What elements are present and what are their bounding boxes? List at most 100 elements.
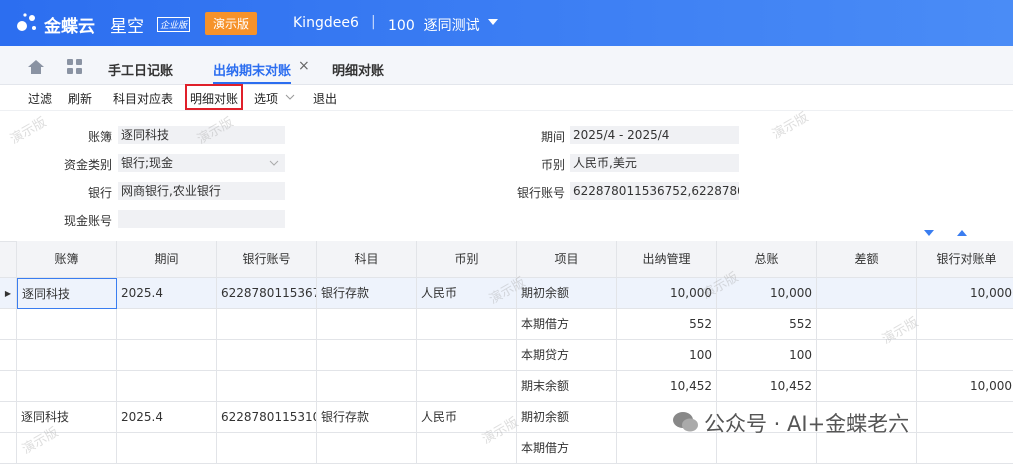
table-cell[interactable]: 本期贷方 — [517, 340, 617, 371]
table-cell[interactable] — [917, 402, 1013, 433]
table-cell[interactable]: 人民币 — [417, 278, 517, 309]
tab-close[interactable]: × — [298, 58, 310, 74]
table-cell[interactable]: 2025.4 — [117, 278, 217, 309]
table-cell[interactable]: 银行存款 — [317, 402, 417, 433]
table-cell[interactable]: 100 — [717, 340, 817, 371]
form-label: 银行账号 — [516, 186, 565, 200]
column-header[interactable]: 账簿 — [17, 241, 117, 278]
table-cell[interactable] — [317, 433, 417, 464]
table-cell[interactable] — [417, 371, 517, 402]
table-cell[interactable]: 10,452 — [717, 371, 817, 402]
form-field[interactable]: 2025/4 - 2025/4 — [570, 126, 739, 144]
table-cell[interactable] — [117, 309, 217, 340]
table-cell[interactable]: 10,000 — [717, 278, 817, 309]
demo-button[interactable]: 演示版 — [205, 12, 258, 35]
table-cell[interactable] — [817, 402, 917, 433]
table-cell[interactable]: 552 — [717, 309, 817, 340]
table-cell[interactable]: 期初余额 — [517, 402, 617, 433]
table-cell[interactable] — [217, 371, 317, 402]
row-indicator — [0, 371, 17, 402]
table-cell[interactable]: 10,000 — [917, 278, 1013, 309]
table-cell[interactable]: 10,452 — [617, 371, 717, 402]
toolbar-button[interactable]: 刷新 — [68, 92, 93, 106]
toolbar-button[interactable]: 选项 — [254, 92, 279, 106]
row-indicator-header — [0, 241, 17, 278]
home-icon[interactable] — [27, 59, 45, 75]
selected-row — [0, 278, 1013, 309]
toolbar-button[interactable]: 明细对账 — [190, 92, 239, 106]
table-cell[interactable]: 逐同科技 — [17, 278, 117, 309]
form-label: 资金类别 — [63, 158, 112, 172]
column-header[interactable]: 出纳管理 — [617, 241, 717, 278]
table-cell[interactable] — [817, 309, 917, 340]
column-header[interactable]: 科目 — [317, 241, 417, 278]
column-header[interactable]: 期间 — [117, 241, 217, 278]
column-header[interactable]: 差额 — [817, 241, 917, 278]
table-cell[interactable] — [117, 371, 217, 402]
sort-arrows[interactable] — [922, 228, 972, 238]
table-cell[interactable]: 62287801153675 — [217, 278, 317, 309]
org-dropdown[interactable] — [488, 19, 498, 27]
table-cell[interactable] — [917, 309, 1013, 340]
column-header[interactable]: 币别 — [417, 241, 517, 278]
table-cell[interactable] — [17, 309, 117, 340]
table-cell[interactable]: 逐同科技 — [17, 402, 117, 433]
table-cell[interactable] — [217, 309, 317, 340]
table-cell[interactable]: 100 — [617, 340, 717, 371]
table-cell[interactable] — [817, 340, 917, 371]
table-cell[interactable]: 人民币 — [417, 402, 517, 433]
table-cell[interactable]: 银行存款 — [317, 278, 417, 309]
user-name[interactable]: Kingdee6 — [293, 15, 359, 31]
toolbar-button[interactable]: 过滤 — [28, 92, 53, 106]
table-cell[interactable]: 10,000 — [617, 278, 717, 309]
tab[interactable]: 手工日记账 — [108, 64, 174, 79]
table-cell[interactable] — [917, 340, 1013, 371]
table-cell[interactable] — [17, 340, 117, 371]
table-cell[interactable]: 期初余额 — [517, 278, 617, 309]
table-cell[interactable]: 本期借方 — [517, 433, 617, 464]
toolbar-button[interactable]: 退出 — [313, 92, 338, 106]
wechat-icon — [673, 412, 698, 432]
table-cell[interactable]: 本期借方 — [517, 309, 617, 340]
toolbar-button[interactable]: 科目对应表 — [113, 92, 174, 106]
table-cell[interactable] — [217, 433, 317, 464]
form-field[interactable]: 银行;现金 — [118, 154, 285, 172]
table-cell[interactable]: 552 — [617, 309, 717, 340]
table-cell[interactable] — [317, 340, 417, 371]
form-field[interactable]: 网商银行,农业银行 — [118, 182, 285, 200]
field-dropdown[interactable] — [269, 160, 279, 168]
table-cell[interactable] — [17, 371, 117, 402]
org-name[interactable]: 100 逐同测试 — [388, 18, 480, 34]
tab[interactable]: 明细对账 — [332, 64, 385, 79]
column-header[interactable]: 项目 — [517, 241, 617, 278]
form-field[interactable]: 人民币,美元 — [570, 154, 739, 172]
table-cell[interactable]: 2025.4 — [117, 402, 217, 433]
table-cell[interactable] — [917, 433, 1013, 464]
column-header[interactable]: 银行对账单 — [917, 241, 1013, 278]
form-field[interactable] — [118, 210, 285, 228]
table-cell[interactable] — [617, 402, 717, 433]
table-cell[interactable]: 62287801153100 — [217, 402, 317, 433]
table-cell[interactable]: 期末余额 — [517, 371, 617, 402]
table-cell[interactable] — [417, 309, 517, 340]
table-cell[interactable] — [417, 340, 517, 371]
form-field[interactable]: 622878011536752,62287801 — [570, 182, 739, 200]
table-cell[interactable]: 10,000 — [917, 371, 1013, 402]
table-cell[interactable] — [717, 402, 817, 433]
form-label: 账簿 — [87, 130, 112, 144]
table-cell[interactable] — [817, 371, 917, 402]
apps-icon[interactable] — [66, 59, 84, 75]
table-cell[interactable] — [217, 340, 317, 371]
tab[interactable]: 出纳期末对账 — [213, 64, 292, 79]
row-indicator — [0, 309, 17, 340]
table-cell[interactable] — [117, 340, 217, 371]
column-header[interactable]: 总账 — [717, 241, 817, 278]
column-header[interactable]: 银行账号 — [217, 241, 317, 278]
table-cell[interactable] — [117, 433, 217, 464]
table-cell[interactable] — [317, 309, 417, 340]
overlay-text: 公众号 · AI+金蝶老六 — [704, 412, 910, 436]
table-cell[interactable] — [317, 371, 417, 402]
form-label: 期间 — [540, 130, 565, 144]
form-field[interactable]: 逐同科技 — [118, 126, 285, 144]
table-cell[interactable] — [817, 278, 917, 309]
